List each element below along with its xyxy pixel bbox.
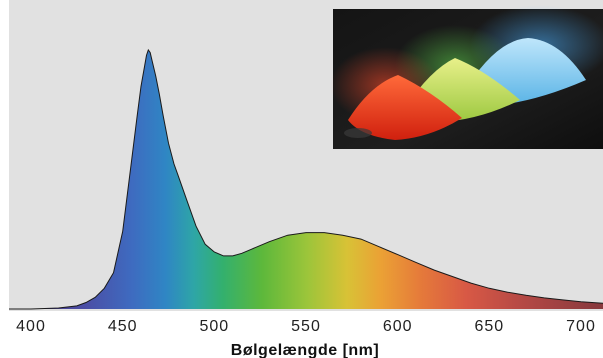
- phosphor-powder-photo: [330, 5, 603, 149]
- x-tick-label-400: 400: [16, 318, 46, 335]
- x-tick-label-500: 500: [199, 318, 229, 335]
- x-axis-title: Bølgelængde [nm]: [231, 342, 379, 358]
- spectrum-outline: [9, 48, 603, 310]
- x-tick-label-450: 450: [108, 318, 138, 335]
- x-tick-label-600: 600: [383, 318, 413, 335]
- x-tick-label-650: 650: [474, 318, 504, 335]
- spectrum-area: [9, 50, 603, 309]
- x-tick-label-550: 550: [291, 318, 321, 335]
- spectrum-series: [9, 48, 603, 310]
- x-tick-label-700: 700: [566, 318, 596, 335]
- x-axis-ticks: 400 450 500 550 600 650 700: [16, 318, 596, 335]
